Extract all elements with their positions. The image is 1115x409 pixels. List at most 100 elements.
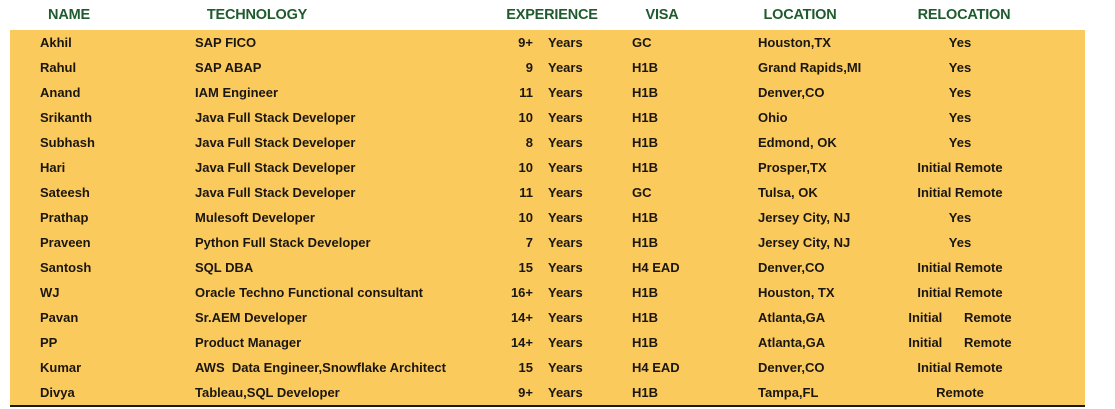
cell-location: Houston, TX bbox=[758, 285, 835, 300]
cell-name: Divya bbox=[40, 385, 75, 400]
cell-location: Ohio bbox=[758, 110, 788, 125]
cell-relocation: Initial Remote bbox=[917, 285, 1003, 300]
cell-location: Atlanta,GA bbox=[758, 310, 826, 325]
cell-visa: H4 EAD bbox=[632, 360, 680, 375]
cell-years-label: Years bbox=[548, 60, 583, 75]
cell-experience: 15 bbox=[518, 360, 533, 375]
cell-name: Hari bbox=[40, 160, 66, 175]
cell-technology: Java Full Stack Developer bbox=[195, 135, 356, 150]
cell-relocation: Yes bbox=[948, 110, 972, 125]
cell-relocation: Initial Remote bbox=[908, 335, 1012, 350]
cell-years-label: Years bbox=[548, 385, 583, 400]
table-row: Sateesh Java Full Stack Developer 11 Yea… bbox=[10, 180, 1085, 205]
cell-experience: 14+ bbox=[510, 335, 533, 350]
cell-relocation: Yes bbox=[948, 235, 972, 250]
cell-technology: Oracle Techno Functional consultant bbox=[195, 285, 424, 300]
cell-years-label: Years bbox=[548, 110, 583, 125]
cell-location: Jersey City, NJ bbox=[758, 210, 851, 225]
header-experience: EXPERIENCE bbox=[506, 7, 598, 23]
cell-technology: SAP ABAP bbox=[195, 60, 262, 75]
cell-name: PP bbox=[40, 335, 58, 350]
cell-relocation: Yes bbox=[948, 35, 972, 50]
cell-visa: GC bbox=[632, 35, 652, 50]
cell-relocation: Yes bbox=[948, 135, 972, 150]
cell-years-label: Years bbox=[548, 35, 583, 50]
cell-name: Pavan bbox=[40, 310, 79, 325]
cell-name: WJ bbox=[40, 285, 60, 300]
cell-location: Tampa,FL bbox=[758, 385, 819, 400]
cell-name: Srikanth bbox=[40, 110, 93, 125]
cell-years-label: Years bbox=[548, 210, 583, 225]
cell-location: Prosper,TX bbox=[758, 160, 827, 175]
cell-technology: Java Full Stack Developer bbox=[195, 110, 356, 125]
cell-technology: Sr.AEM Developer bbox=[195, 310, 307, 325]
cell-years-label: Years bbox=[548, 135, 583, 150]
cell-name: Subhash bbox=[40, 135, 95, 150]
cell-experience: 7 bbox=[525, 235, 533, 250]
table-header: NAME TECHNOLOGY EXPERIENCE VISA LOCATION… bbox=[10, 0, 1085, 30]
cell-location: Atlanta,GA bbox=[758, 335, 826, 350]
cell-years-label: Years bbox=[548, 285, 583, 300]
cell-experience: 9 bbox=[525, 60, 533, 75]
cell-relocation: Initial Remote bbox=[917, 185, 1003, 200]
cell-experience: 14+ bbox=[510, 310, 533, 325]
cell-visa: H1B bbox=[632, 110, 659, 125]
cell-years-label: Years bbox=[548, 235, 583, 250]
header-visa: VISA bbox=[645, 7, 679, 23]
cell-name: Kumar bbox=[40, 360, 82, 375]
cell-name: Prathap bbox=[40, 210, 89, 225]
cell-location: Edmond, OK bbox=[758, 135, 837, 150]
cell-visa: H1B bbox=[632, 160, 659, 175]
cell-relocation: Initial Remote bbox=[917, 160, 1003, 175]
cell-experience: 15 bbox=[518, 260, 533, 275]
cell-relocation: Initial Remote bbox=[917, 360, 1003, 375]
cell-name: Santosh bbox=[40, 260, 92, 275]
cell-relocation: Yes bbox=[948, 85, 972, 100]
cell-technology: Python Full Stack Developer bbox=[195, 235, 371, 250]
cell-years-label: Years bbox=[548, 260, 583, 275]
table-row: Srikanth Java Full Stack Developer 10 Ye… bbox=[10, 105, 1085, 130]
header-name: NAME bbox=[48, 7, 90, 23]
cell-relocation: Yes bbox=[948, 60, 972, 75]
cell-technology: IAM Engineer bbox=[195, 85, 279, 100]
cell-name: Praveen bbox=[40, 235, 91, 250]
cell-name: Akhil bbox=[40, 35, 72, 50]
header-relocation: RELOCATION bbox=[917, 7, 1011, 23]
cell-years-label: Years bbox=[548, 185, 583, 200]
cell-visa: H4 EAD bbox=[632, 260, 680, 275]
cell-visa: H1B bbox=[632, 135, 659, 150]
cell-technology: Java Full Stack Developer bbox=[195, 160, 356, 175]
cell-years-label: Years bbox=[548, 310, 583, 325]
table-row: Anand IAM Engineer 11 Years H1B Denver,C… bbox=[10, 80, 1085, 105]
cell-technology: Tableau,SQL Developer bbox=[195, 385, 340, 400]
cell-years-label: Years bbox=[548, 85, 583, 100]
table-body: Akhil SAP FICO 9+ Years GC Houston,TX Ye… bbox=[10, 30, 1085, 407]
table-row: PP Product Manager 14+ Years H1B Atlanta… bbox=[10, 330, 1085, 355]
cell-relocation: Initial Remote bbox=[917, 260, 1003, 275]
cell-technology: AWS Data Engineer,Snowflake Architect bbox=[195, 360, 446, 375]
cell-visa: H1B bbox=[632, 335, 659, 350]
table-row: WJ Oracle Techno Functional consultant 1… bbox=[10, 280, 1085, 305]
cell-name: Anand bbox=[40, 85, 81, 100]
table-row: Prathap Mulesoft Developer 10 Years H1B … bbox=[10, 205, 1085, 230]
cell-experience: 11 bbox=[519, 85, 533, 100]
cell-years-label: Years bbox=[548, 160, 583, 175]
header-technology: TECHNOLOGY bbox=[206, 7, 308, 23]
cell-relocation: Yes bbox=[948, 210, 972, 225]
cell-technology: SQL DBA bbox=[195, 260, 254, 275]
cell-technology: Java Full Stack Developer bbox=[195, 185, 356, 200]
cell-visa: GC bbox=[632, 185, 652, 200]
table-row: Kumar AWS Data Engineer,Snowflake Archit… bbox=[10, 355, 1085, 380]
cell-location: Houston,TX bbox=[758, 35, 831, 50]
cell-technology: SAP FICO bbox=[195, 35, 257, 50]
cell-relocation: Remote bbox=[936, 385, 984, 400]
table-row: Santosh SQL DBA 15 Years H4 EAD Denver,C… bbox=[10, 255, 1085, 280]
cell-experience: 9+ bbox=[518, 35, 533, 50]
table-row: Rahul SAP ABAP 9 Years H1B Grand Rapids,… bbox=[10, 55, 1085, 80]
table-row: Pavan Sr.AEM Developer 14+ Years H1B Atl… bbox=[10, 305, 1085, 330]
cell-years-label: Years bbox=[548, 360, 583, 375]
header-location: LOCATION bbox=[763, 7, 837, 23]
table-row: Divya Tableau,SQL Developer 9+ Years H1B… bbox=[10, 380, 1085, 405]
cell-location: Denver,CO bbox=[758, 360, 825, 375]
